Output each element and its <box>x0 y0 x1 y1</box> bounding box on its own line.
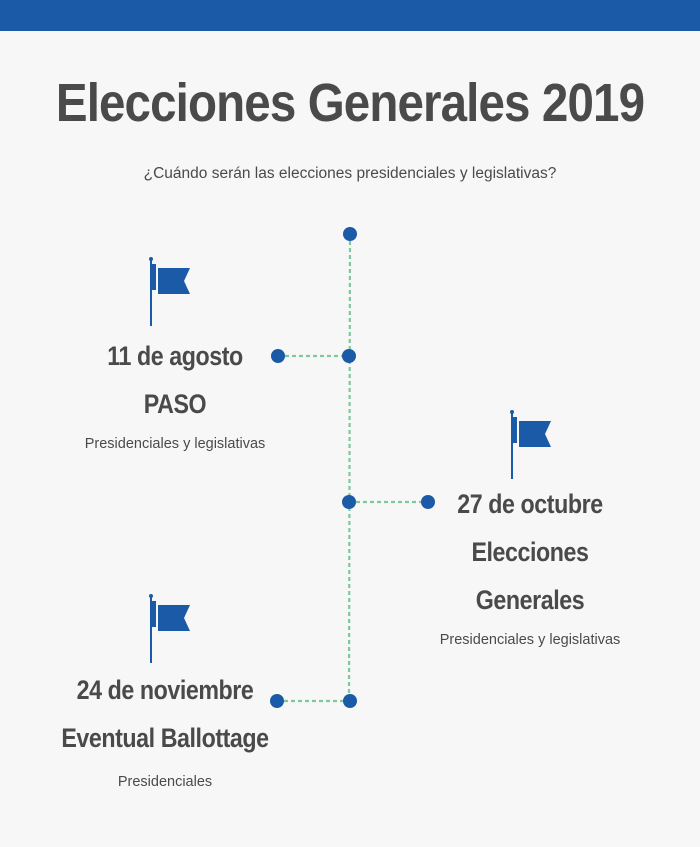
page-subtitle: ¿Cuándo serán las elecciones presidencia… <box>143 165 557 182</box>
event-description: Presidenciales y legislativas <box>84 436 266 452</box>
page-title: Elecciones Generales 2019 <box>55 73 645 133</box>
event-name-line2: Generales <box>475 585 585 615</box>
event-name-line1: Elecciones <box>471 537 589 567</box>
end-dot-octubre <box>421 495 435 509</box>
axis-dot-noviembre <box>343 694 357 708</box>
end-dot-noviembre <box>270 694 284 708</box>
end-dot-agosto <box>271 349 285 363</box>
axis-dot-agosto <box>342 349 356 363</box>
top-bar <box>0 0 700 31</box>
timeline-start-dot <box>343 227 357 241</box>
flag-icon <box>510 410 551 479</box>
event-ballottage: 24 de noviembre Eventual Ballottage Pres… <box>20 666 310 792</box>
event-date: 11 de agosto <box>107 341 243 371</box>
axis-dot-octubre <box>342 495 356 509</box>
event-date: 27 de octubre <box>457 489 603 519</box>
timeline-axis <box>347 233 352 701</box>
flag-icon <box>149 257 190 326</box>
event-name: PASO <box>143 389 207 419</box>
flag-icon <box>149 594 190 663</box>
event-date: 24 de noviembre <box>76 675 254 705</box>
event-description: Presidenciales y legislativas <box>439 632 621 648</box>
event-paso: 11 de agosto PASO Presidenciales y legis… <box>50 332 300 454</box>
event-generales: 27 de octubre Elecciones Generales Presi… <box>405 480 655 650</box>
event-description: Presidenciales <box>117 774 213 790</box>
event-name: Eventual Ballottage <box>61 723 269 753</box>
